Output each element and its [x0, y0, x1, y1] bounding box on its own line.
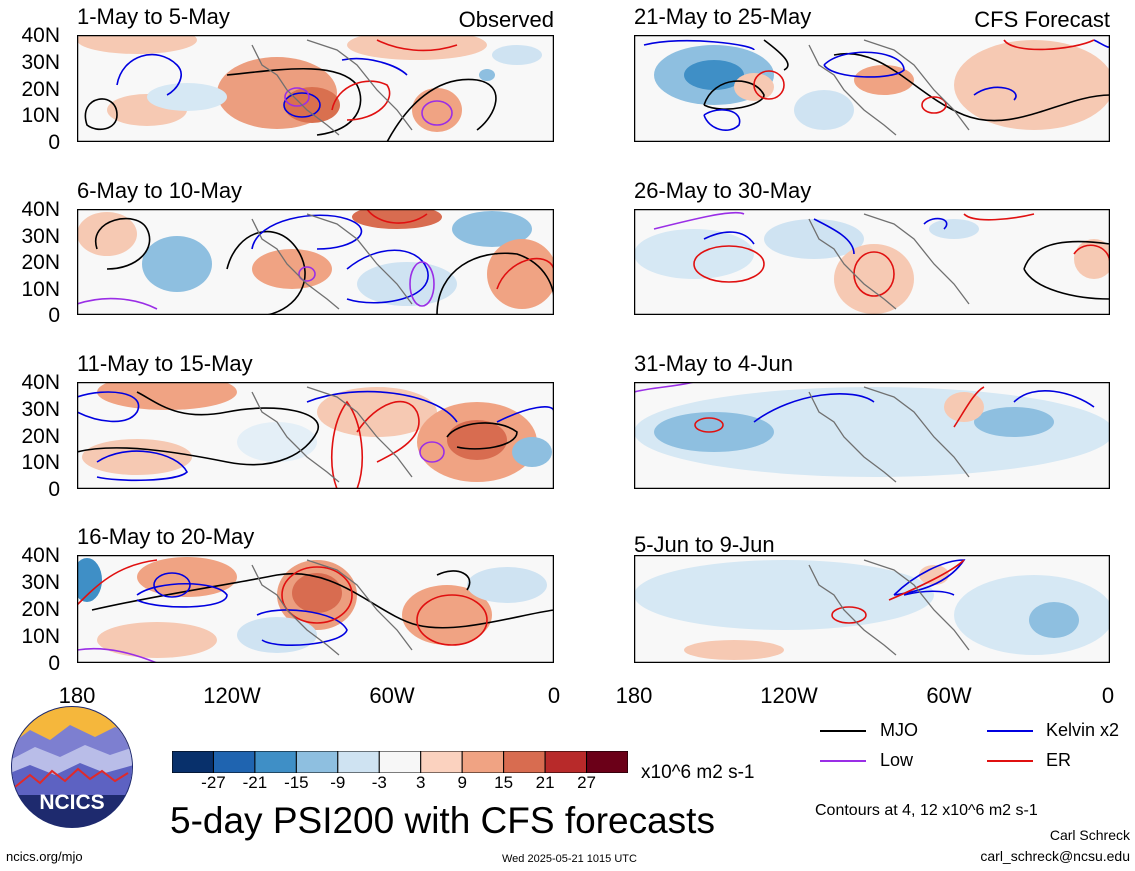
colorbar-swatch: [420, 751, 463, 773]
map-panel-5: [634, 35, 1110, 142]
legend-label-er: ER: [1046, 750, 1072, 770]
colorbar-swatch: [544, 751, 588, 773]
colorbar-label: -27: [201, 773, 226, 792]
colorbar-swatch: [254, 751, 297, 773]
author-email[interactable]: carl_schreck@ncsu.edu: [980, 848, 1130, 864]
y-label: 30N: [21, 50, 60, 74]
map-panel-3: [77, 382, 554, 489]
colorbar-label: 9: [457, 773, 467, 792]
y-label: 30N: [21, 224, 60, 248]
map-panel-1: [77, 35, 554, 142]
legend-line-er: [987, 760, 1033, 762]
panel-title-6: 26-May to 30-May: [634, 178, 812, 203]
panel-title-8: 5-Jun to 9-Jun: [634, 532, 775, 557]
url-link[interactable]: ncics.org/mjo: [6, 849, 83, 864]
y-label: 40N: [21, 198, 60, 221]
colorbar-label: -21: [242, 773, 268, 792]
legend-label-low: Low: [880, 750, 914, 770]
map-panel-6: [634, 209, 1110, 315]
map-panel-8: [634, 555, 1110, 663]
x-label-left-120w: 120W: [203, 683, 261, 708]
colorbar-swatch: [295, 751, 339, 773]
y-label: 30N: [21, 397, 60, 421]
x-label-right-60w: 60W: [926, 683, 972, 708]
y-label: 20N: [21, 424, 60, 448]
y-label: 0: [48, 304, 60, 327]
legend-label-mjo: MJO: [880, 720, 918, 740]
colorbar-swatch: [337, 751, 380, 773]
legend-line-mjo: [820, 730, 866, 732]
map-panel-2: [77, 209, 554, 315]
y-label: 10N: [21, 451, 60, 475]
ncics-logo: NCICS: [11, 706, 133, 828]
colorbar-swatch: [212, 751, 256, 773]
colorbar-label: 27: [577, 773, 596, 792]
colorbar-swatch: [586, 751, 628, 773]
panel-title-2: 6-May to 10-May: [77, 178, 243, 203]
x-label-right-120w: 120W: [760, 683, 818, 708]
colorbar-swatch: [172, 751, 214, 773]
contour-note: Contours at 4, 12 x10^6 m2 s-1: [815, 802, 1038, 819]
y-label: 0: [48, 478, 60, 501]
legend-label-kelvin: Kelvin x2: [1046, 720, 1120, 740]
colorbar-swatch: [378, 751, 422, 773]
author-name: Carl Schreck: [1049, 827, 1130, 843]
y-label: 40N: [21, 544, 60, 567]
panel-title-3: 11-May to 15-May: [77, 351, 253, 376]
panel-title-1: 1-May to 5-May: [77, 4, 230, 29]
x-label-right-0: 0: [1101, 683, 1115, 708]
legend-line-kelvin: [987, 730, 1033, 732]
panel-tag-observed: Observed: [458, 7, 554, 32]
panel-title-7: 31-May to 4-Jun: [634, 351, 793, 376]
x-label-right-180: 180: [615, 683, 653, 708]
colorbar-label: 21: [535, 773, 555, 792]
legend-line-low: [820, 760, 866, 762]
timestamp: Wed 2025-05-21 1015 UTC: [502, 853, 637, 865]
colorbar-label: -15: [284, 773, 309, 792]
x-label-left-60w: 60W: [369, 683, 415, 708]
colorbar-swatch: [503, 751, 546, 773]
colorbar-label: 3: [415, 773, 426, 792]
y-label: 10N: [21, 625, 60, 648]
colorbar: [172, 751, 628, 773]
x-label-left-0: 0: [547, 683, 561, 708]
x-label-left-180: 180: [58, 683, 96, 708]
colorbar-label: -9: [330, 773, 346, 792]
panel-title-4: 16-May to 20-May: [77, 524, 255, 549]
y-label: 40N: [21, 371, 60, 394]
map-panel-4: [77, 555, 554, 663]
panel-title-5: 21-May to 25-May: [634, 4, 812, 29]
y-label: 0: [48, 652, 60, 675]
map-panel-7: [634, 382, 1110, 489]
y-label: 20N: [21, 598, 60, 621]
y-label: 10N: [21, 104, 60, 128]
colorbar-label: 15: [494, 773, 514, 792]
y-label: 0: [48, 131, 60, 154]
colorbar-swatch: [461, 751, 505, 773]
logo-text: NCICS: [39, 791, 104, 814]
colorbar-label: -3: [371, 773, 387, 792]
y-label: 20N: [21, 251, 60, 274]
y-label: 40N: [21, 24, 60, 47]
colorbar-units: x10^6 m2 s-1: [641, 762, 755, 783]
y-label: 20N: [21, 77, 60, 101]
y-label: 30N: [21, 571, 60, 594]
y-label: 10N: [21, 277, 60, 301]
main-title: 5-day PSI200 with CFS forecasts: [170, 800, 715, 841]
panel-tag-cfs-forecast: CFS Forecast: [974, 7, 1110, 32]
